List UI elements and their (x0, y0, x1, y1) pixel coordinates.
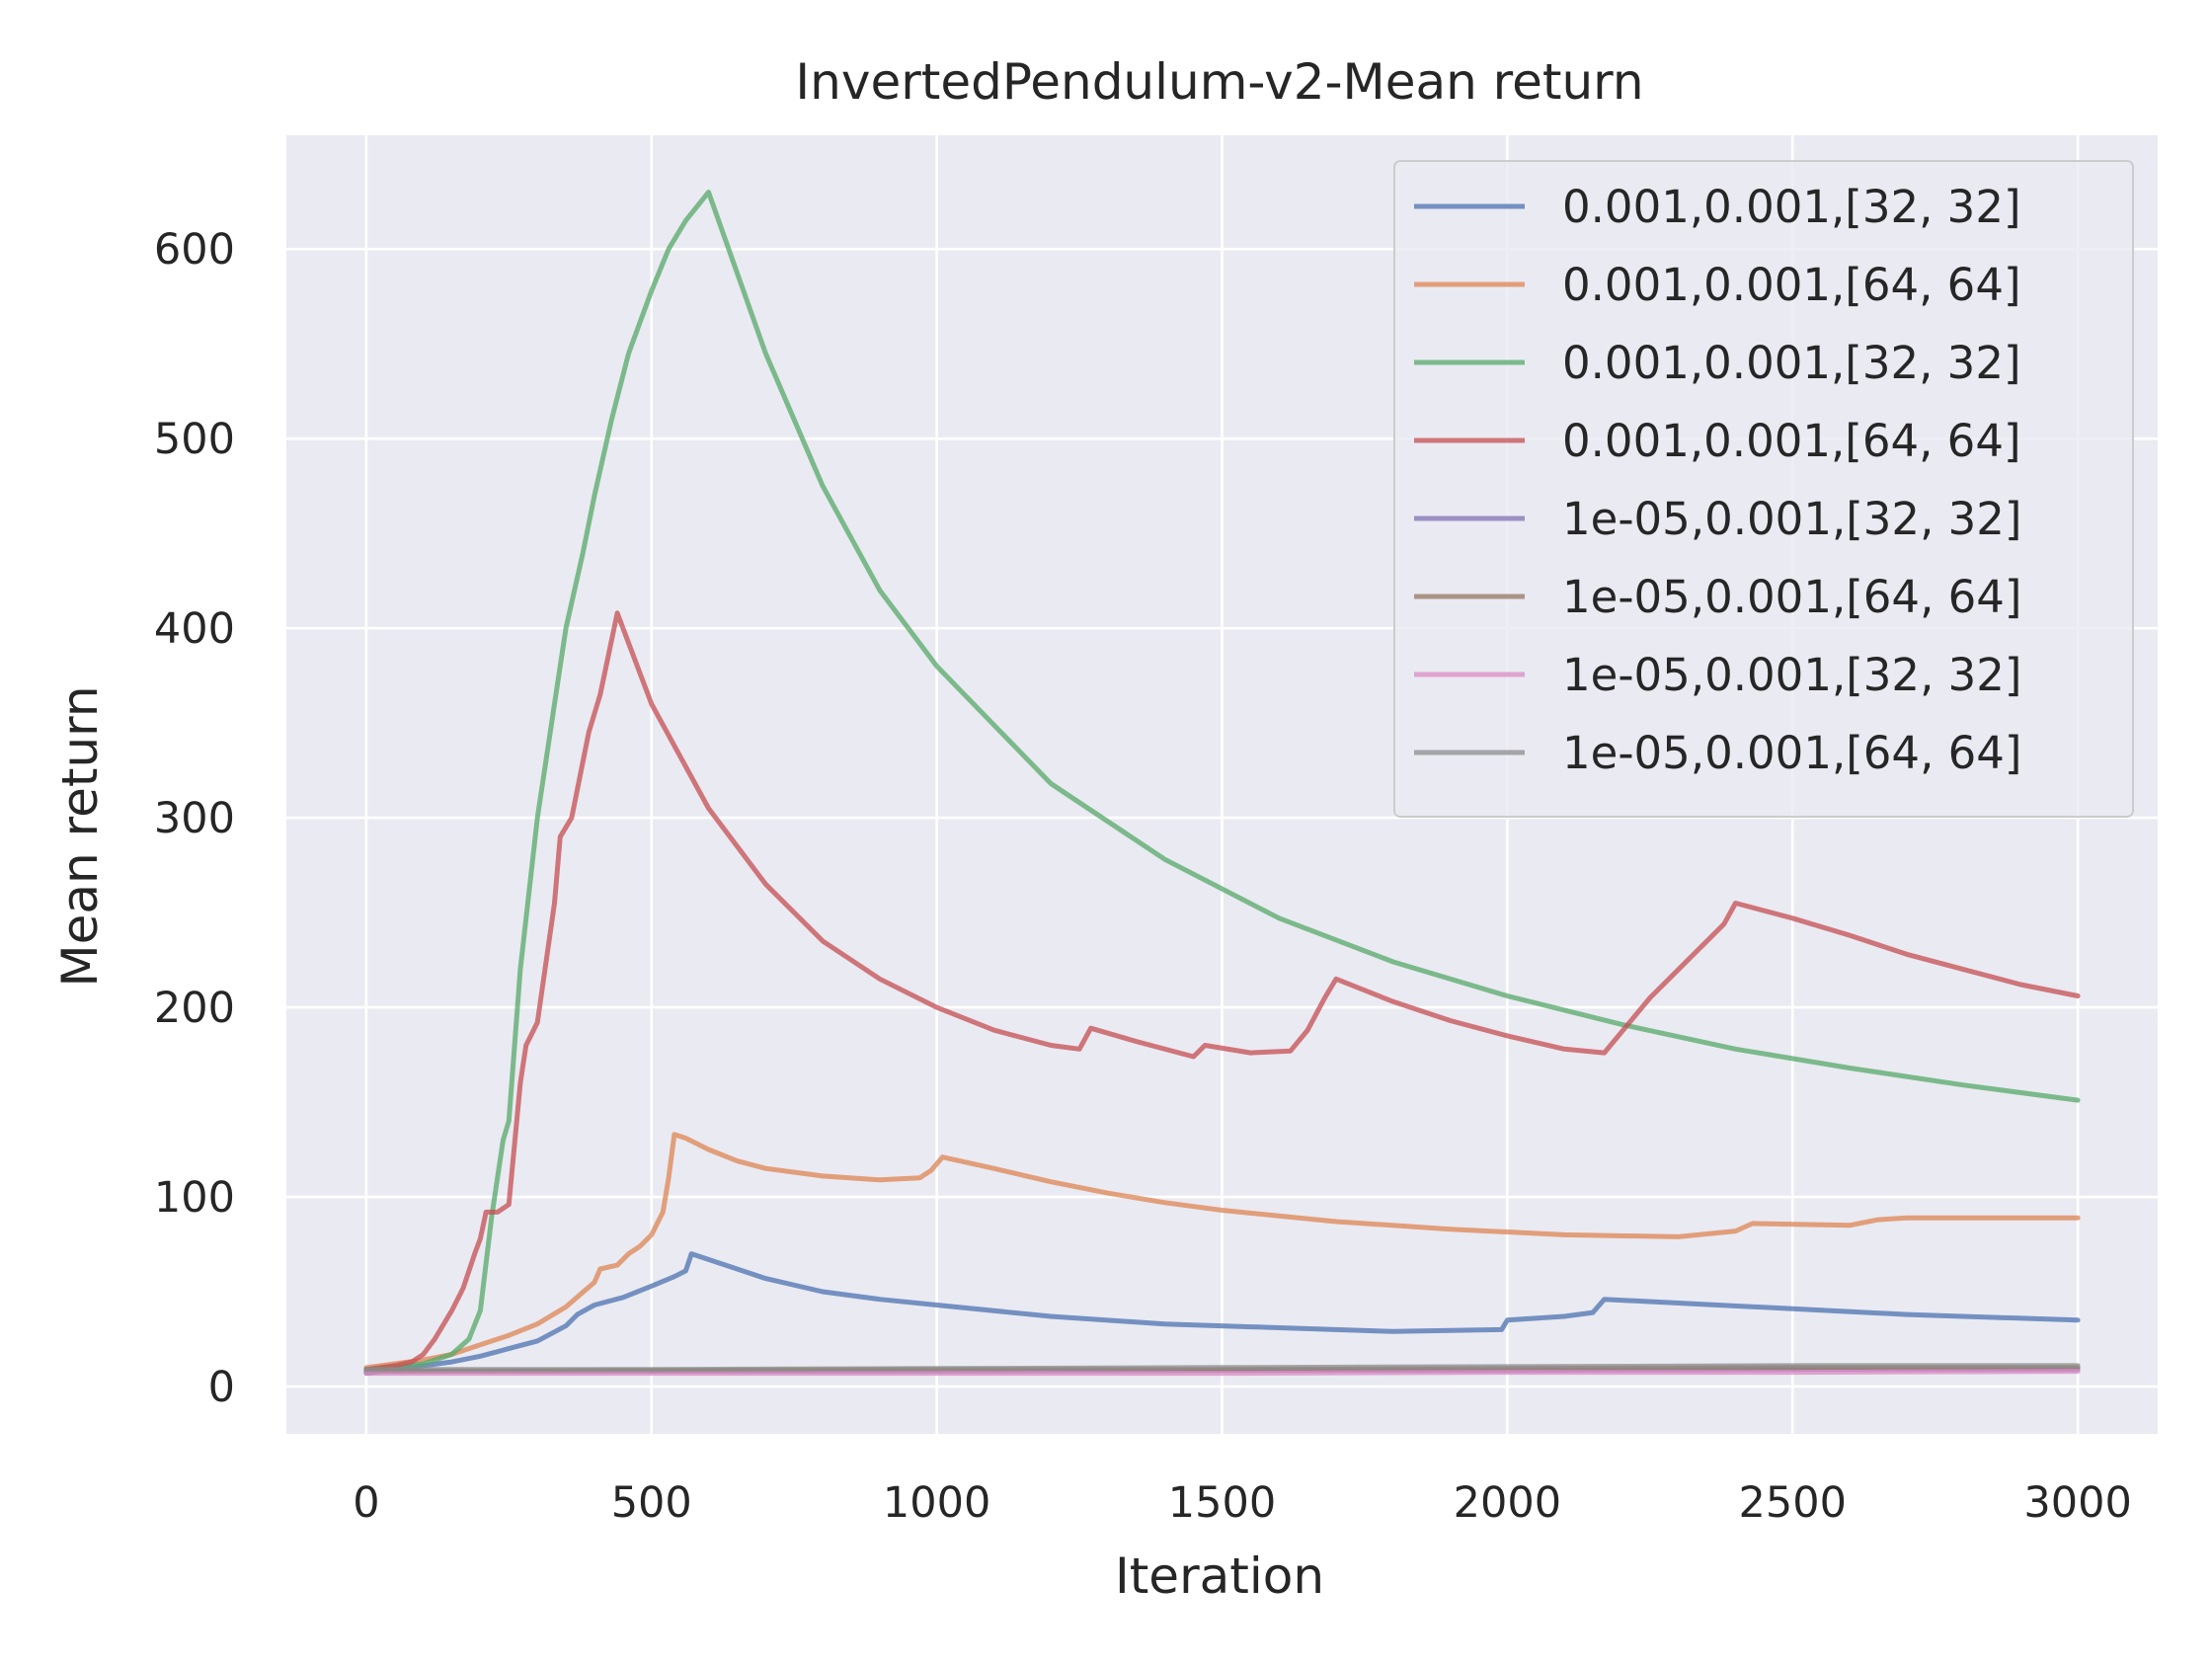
series-line-2 (363, 1132, 2081, 1371)
y-tick-label: 300 (154, 794, 235, 843)
grid-lines (286, 135, 2158, 1434)
x-tick-label: 500 (611, 1478, 692, 1528)
legend-label: 0.001,0.001,[32, 32] (1562, 337, 2021, 389)
y-axis-title: Mean return (51, 685, 109, 987)
y-tick-label: 100 (154, 1173, 235, 1223)
legend-box (1393, 160, 2134, 818)
legend-label: 1e-05,0.001,[32, 32] (1562, 493, 2022, 545)
x-tick-label: 2000 (1454, 1478, 1561, 1528)
series-line-3 (363, 190, 2081, 1373)
legend: 0.001,0.001,[32, 32] 0.001,0.001,[64, 64]… (1393, 160, 2134, 818)
series-line-7 (363, 1369, 2081, 1377)
x-tick-label: 3000 (2023, 1478, 2131, 1528)
chart-title: InvertedPendulum-v2-Mean return (795, 53, 1643, 111)
legend-label: 0.001,0.001,[64, 64] (1562, 415, 2021, 467)
legend-label: 1e-05,0.001,[64, 64] (1562, 727, 2022, 779)
tick-labels: 0 500 1000 1500 2000 2500 3000 0 100 200 300 400 500… (154, 225, 2132, 1528)
series-line-4 (363, 610, 2081, 1373)
series-lines (363, 190, 2081, 1377)
y-tick-label: 200 (154, 984, 235, 1033)
x-tick-label: 1000 (883, 1478, 990, 1528)
y-tick-label: 0 (208, 1363, 235, 1412)
legend-label: 0.001,0.001,[64, 64] (1562, 259, 2021, 311)
x-tick-label: 1500 (1168, 1478, 1276, 1528)
series-line-8 (363, 1363, 2081, 1373)
y-tick-label: 600 (154, 225, 235, 275)
x-axis-title: Iteration (1115, 1547, 1324, 1605)
y-tick-label: 500 (154, 415, 235, 464)
x-tick-label: 0 (353, 1478, 379, 1528)
series-line-1 (363, 1251, 2081, 1377)
legend-label: 0.001,0.001,[32, 32] (1562, 181, 2021, 233)
x-tick-label: 2500 (1739, 1478, 1847, 1528)
legend-label: 1e-05,0.001,[32, 32] (1562, 649, 2022, 701)
y-tick-label: 400 (154, 604, 235, 654)
legend-label: 1e-05,0.001,[64, 64] (1562, 571, 2022, 623)
